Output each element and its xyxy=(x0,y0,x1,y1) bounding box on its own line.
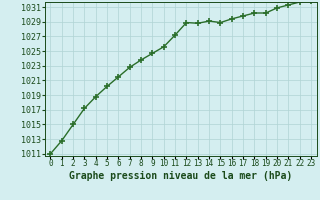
X-axis label: Graphe pression niveau de la mer (hPa): Graphe pression niveau de la mer (hPa) xyxy=(69,171,292,181)
